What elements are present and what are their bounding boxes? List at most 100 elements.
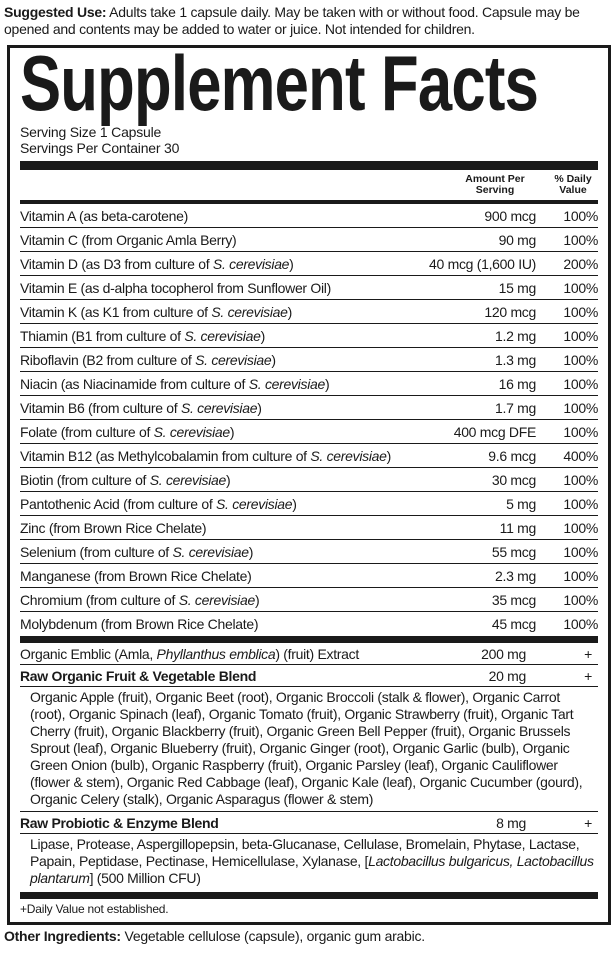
- nutrient-name: Thiamin (B1 from culture of S. cerevisia…: [20, 327, 265, 344]
- nutrient-name: Pantothenic Acid (from culture of S. cer…: [20, 495, 297, 512]
- column-headers: Amount Per Serving % Daily Value: [20, 170, 598, 200]
- nutrient-amount: 55 mcg: [491, 543, 536, 560]
- nutrient-amount: 1.3 mg: [495, 351, 536, 368]
- nutrient-name: Chromium (from culture of S. cerevisiae): [20, 591, 260, 608]
- nutrient-amount: 16 mg: [498, 375, 537, 392]
- nutrient-name: Vitamin C (from Organic Amla Berry): [20, 231, 237, 248]
- daily-value-header: % Daily Value: [554, 173, 592, 196]
- nutrient-name: Vitamin K (as K1 from culture of S. cere…: [20, 303, 292, 320]
- suggested-use: Suggested Use: Adults take 1 capsule dai…: [4, 4, 580, 37]
- nutrient-daily-value: 100%: [563, 375, 598, 392]
- fruit-blend-daily-value: +: [584, 667, 592, 684]
- nutrient-daily-value: 400%: [563, 447, 598, 464]
- nutrient-daily-value: 100%: [563, 591, 598, 608]
- nutrient-row: Biotin (from culture of S. cerevisiae) 30…: [20, 468, 598, 492]
- nutrient-row: Vitamin D (as D3 from culture of S. cere…: [20, 252, 598, 276]
- nutrient-amount: 35 mcg: [491, 591, 536, 608]
- nutrient-daily-value: 100%: [563, 351, 598, 368]
- nutrient-amount: 2.3 mg: [495, 567, 536, 584]
- nutrient-row: Vitamin C (from Organic Amla Berry) 90 mg…: [20, 228, 598, 252]
- nutrient-name: Biotin (from culture of S. cerevisiae): [20, 471, 231, 488]
- divider: [20, 161, 598, 170]
- nutrient-row: Selenium (from culture of S. cerevisiae)…: [20, 540, 598, 564]
- fruit-blend-name: Raw Organic Fruit & Vegetable Blend: [20, 667, 257, 684]
- nutrient-daily-value: 100%: [563, 279, 598, 296]
- nutrient-name: Folate (from culture of S. cerevisiae): [20, 423, 235, 440]
- nutrient-daily-value: 100%: [563, 231, 598, 248]
- nutrient-name: Zinc (from Brown Rice Chelate): [20, 519, 207, 536]
- nutrient-amount: 400 mcg DFE: [453, 423, 537, 440]
- nutrient-daily-value: 100%: [563, 399, 598, 416]
- nutrient-row: Folate (from culture of S. cerevisiae) 40…: [20, 420, 598, 444]
- nutrient-name: Selenium (from culture of S. cerevisiae): [20, 543, 254, 560]
- nutrient-amount: 9.6 mcg: [488, 447, 536, 464]
- nutrient-name: Molybdenum (from Brown Rice Chelate): [20, 616, 259, 632]
- panel-title: Supplement Facts: [20, 39, 539, 127]
- emblic-daily-value: +: [584, 645, 592, 662]
- nutrient-name: Vitamin D (as D3 from culture of S. cere…: [20, 255, 294, 272]
- nutrient-daily-value: 100%: [563, 519, 598, 536]
- nutrient-name: Riboflavin (B2 from culture of S. cerevi…: [20, 351, 276, 368]
- divider: [20, 636, 598, 643]
- nutrient-amount: 1.2 mg: [495, 327, 536, 344]
- nutrient-amount: 900 mcg: [484, 207, 536, 224]
- nutrient-name: Vitamin B6 (from culture of S. cerevisia…: [20, 399, 262, 416]
- nutrient-daily-value: 100%: [563, 423, 598, 440]
- nutrient-row: Vitamin A (as beta-carotene) 900 mcg 100%: [20, 204, 598, 228]
- nutrient-amount: 11 mg: [499, 519, 537, 536]
- divider: [20, 892, 598, 899]
- nutrient-daily-value: 100%: [563, 207, 598, 224]
- fruit-blend-amount: 20 mg: [488, 667, 527, 684]
- serving-size: Serving Size 1 Capsule: [20, 124, 162, 140]
- nutrient-amount: 90 mg: [498, 231, 537, 248]
- nutrient-name: Vitamin A (as beta-carotene): [20, 207, 188, 224]
- nutrient-name: Vitamin E (as d-alpha tocopherol from Su…: [20, 279, 331, 296]
- probiotic-blend-amount: 8 mg: [496, 814, 526, 831]
- nutrient-row: Niacin (as Niacinamide from culture of S…: [20, 372, 598, 396]
- nutrient-row: Chromium (from culture of S. cerevisiae)…: [20, 588, 598, 612]
- fruit-blend-ingredients: Organic Apple (fruit), Organic Beet (roo…: [20, 687, 598, 812]
- probiotic-blend-row: Raw Probiotic & Enzyme Blend 8 mg +: [20, 812, 598, 834]
- nutrient-name: Manganese (from Brown Rice Chelate): [20, 567, 252, 584]
- nutrient-daily-value: 100%: [563, 327, 598, 344]
- nutrient-row: Vitamin B6 (from culture of S. cerevisia…: [20, 396, 598, 420]
- nutrient-row: Thiamin (B1 from culture of S. cerevisia…: [20, 324, 598, 348]
- probiotic-blend-ingredients: Lipase, Protease, Aspergillopepsin, beta…: [30, 836, 594, 886]
- nutrient-amount: 30 mcg: [491, 471, 536, 488]
- nutrient-amount: 15 mg: [498, 279, 537, 296]
- footnote: +Daily Value not established.: [20, 902, 169, 916]
- fruit-blend-row: Raw Organic Fruit & Vegetable Blend 20 m…: [20, 665, 598, 687]
- nutrient-row: Manganese (from Brown Rice Chelate) 2.3 m…: [20, 564, 598, 588]
- probiotic-blend-daily-value: +: [584, 814, 592, 831]
- nutrient-name: Vitamin B12 (as Methylcobalamin from cul…: [20, 447, 391, 464]
- nutrient-daily-value: 100%: [563, 495, 598, 512]
- nutrient-row: Zinc (from Brown Rice Chelate) 11 mg 100%: [20, 516, 598, 540]
- amount-header: Amount Per Serving: [465, 173, 525, 196]
- nutrient-amount: 120 mcg: [484, 303, 536, 320]
- servings-per-container: Servings Per Container 30: [20, 140, 180, 156]
- nutrient-row: Vitamin B12 (as Methylcobalamin from cul…: [20, 444, 598, 468]
- nutrient-amount: 40 mcg (1,600 IU): [429, 255, 536, 272]
- nutrient-amount: 1.7 mg: [495, 399, 536, 416]
- divider: [20, 200, 598, 204]
- nutrient-amount: 45 mcg: [491, 616, 536, 632]
- nutrient-name: Niacin (as Niacinamide from culture of S…: [20, 375, 330, 392]
- nutrient-daily-value: 100%: [563, 543, 598, 560]
- nutrient-daily-value: 100%: [563, 616, 598, 632]
- nutrient-daily-value: 100%: [563, 567, 598, 584]
- nutrient-row: Molybdenum (from Brown Rice Chelate) 45 m…: [20, 612, 598, 636]
- nutrient-amount: 5 mg: [506, 495, 536, 512]
- nutrient-row: Pantothenic Acid (from culture of S. cer…: [20, 492, 598, 516]
- supplement-facts-panel: Supplement Facts Serving Size 1 Capsule …: [7, 39, 611, 925]
- nutrient-daily-value: 200%: [563, 255, 598, 272]
- nutrient-row: Vitamin K (as K1 from culture of S. cere…: [20, 300, 598, 324]
- nutrient-row: Riboflavin (B2 from culture of S. cerevi…: [20, 348, 598, 372]
- nutrient-table: Vitamin A (as beta-carotene) 900 mcg 100% V…: [20, 204, 598, 636]
- nutrient-daily-value: 100%: [563, 471, 598, 488]
- probiotic-blend-name: Raw Probiotic & Enzyme Blend: [20, 814, 219, 831]
- nutrient-daily-value: 100%: [563, 303, 598, 320]
- other-ingredients: Other Ingredients: Vegetable cellulose (…: [4, 928, 425, 944]
- nutrient-row: Vitamin E (as d-alpha tocopherol from Su…: [20, 276, 598, 300]
- emblic-row: Organic Emblic (Amla, Phyllanthus emblic…: [20, 643, 598, 665]
- emblic-name: Organic Emblic (Amla, Phyllanthus emblic…: [20, 645, 359, 662]
